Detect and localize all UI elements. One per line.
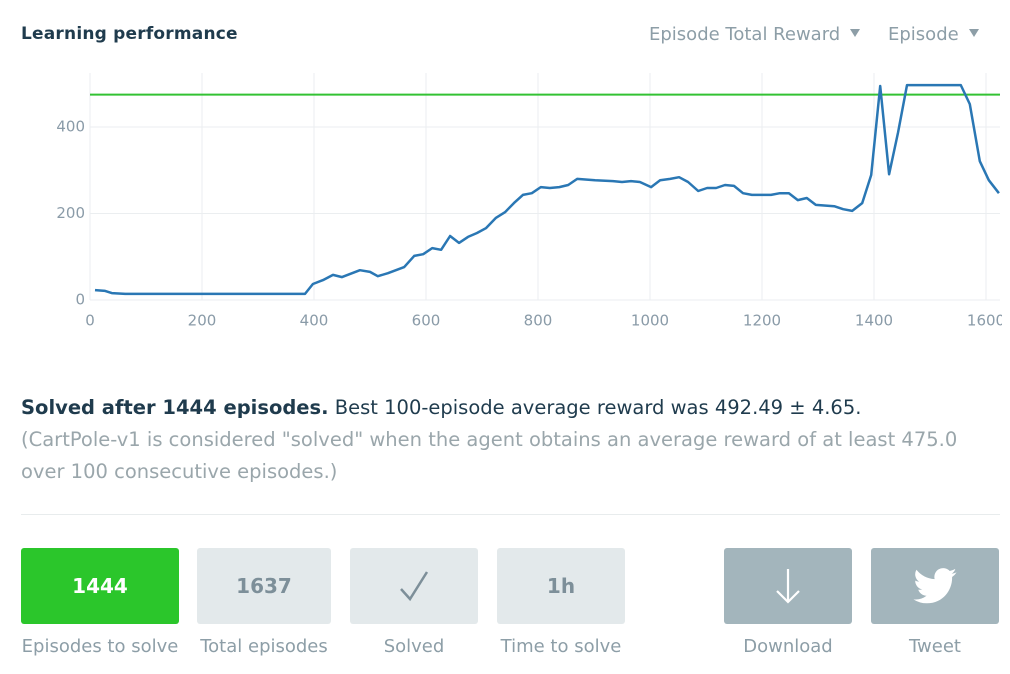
stat-value: 1444: [72, 574, 128, 598]
stat-label: Time to solve: [500, 636, 622, 657]
chart: 0 200 400 600 800 1000 1200 1400 1600 0 200 400: [56, 73, 1002, 330]
stat-card: 1h: [497, 548, 625, 624]
x-tick-label: 1600: [967, 312, 1002, 330]
x-tick-label: 0: [85, 312, 95, 330]
section-title: Learning performance: [21, 24, 238, 44]
stat-card: 1637: [197, 548, 331, 624]
check-icon: [400, 571, 429, 602]
stat-value: 1h: [546, 574, 576, 598]
axis-dropdown[interactable]: Episode: [888, 24, 979, 45]
twitter-icon: [913, 568, 957, 604]
x-tick-label: 1000: [631, 312, 669, 330]
reward-line: [94, 83, 1000, 296]
tweet-button[interactable]: [871, 548, 999, 624]
stat-label: Total episodes: [200, 636, 328, 657]
y-tick-label: 0: [75, 291, 85, 309]
y-tick-label: 400: [56, 118, 85, 136]
x-tick-label: 400: [300, 312, 329, 330]
stat-card: [350, 548, 478, 624]
download-icon: [776, 569, 800, 604]
x-tick-label: 200: [188, 312, 217, 330]
download-button[interactable]: [724, 548, 852, 624]
stat-value: 1637: [236, 574, 292, 598]
x-tick-label: 600: [412, 312, 441, 330]
button-label: Tweet: [909, 636, 961, 657]
summary: Solved after 1444 episodes. Best 100-epi…: [21, 392, 1001, 488]
detail: Best 100-episode average reward was 492.…: [334, 396, 862, 419]
y-tick-label: 200: [56, 204, 85, 222]
metric-dropdown[interactable]: Episode Total Reward: [649, 24, 860, 45]
headline: Solved after 1444 episodes.: [21, 396, 329, 419]
x-tick-label: 800: [524, 312, 553, 330]
note: (CartPole-v1 is considered "solved" when…: [21, 428, 958, 483]
divider: [21, 514, 1000, 515]
stat-card: 1444: [21, 548, 179, 624]
x-tick-label: 1400: [855, 312, 893, 330]
stat-label: Episodes to solve: [21, 636, 179, 657]
button-label: Download: [743, 636, 833, 657]
x-tick-label: 1200: [743, 312, 781, 330]
stat-label: Solved: [383, 636, 445, 657]
